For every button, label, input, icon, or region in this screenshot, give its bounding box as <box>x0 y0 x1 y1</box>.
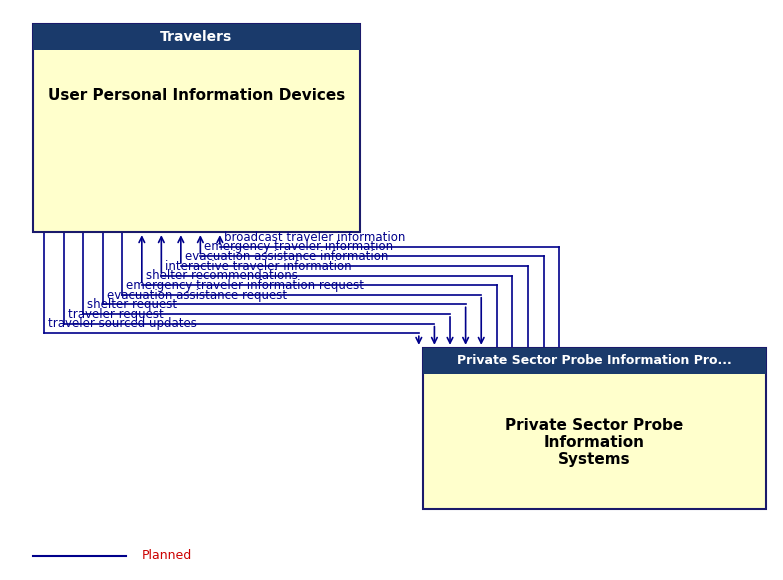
Text: traveler request: traveler request <box>67 308 164 321</box>
Text: Private Sector Probe Information Pro...: Private Sector Probe Information Pro... <box>457 354 732 367</box>
Text: evacuation assistance request: evacuation assistance request <box>106 288 287 302</box>
Text: emergency traveler information: emergency traveler information <box>204 241 393 253</box>
FancyBboxPatch shape <box>33 24 360 50</box>
Text: Travelers: Travelers <box>161 31 233 45</box>
Text: interactive traveler information: interactive traveler information <box>165 260 352 273</box>
FancyBboxPatch shape <box>33 24 360 232</box>
Text: evacuation assistance information: evacuation assistance information <box>185 250 388 263</box>
Text: shelter request: shelter request <box>87 298 177 311</box>
Text: Private Sector Probe
Information
Systems: Private Sector Probe Information Systems <box>505 418 684 467</box>
Text: broadcast traveler information: broadcast traveler information <box>224 231 405 244</box>
FancyBboxPatch shape <box>423 348 766 374</box>
Text: shelter recommendations: shelter recommendations <box>146 269 298 282</box>
Text: traveler sourced updates: traveler sourced updates <box>49 317 197 331</box>
Text: Planned: Planned <box>142 549 192 562</box>
FancyBboxPatch shape <box>423 348 766 509</box>
Text: emergency traveler information request: emergency traveler information request <box>126 279 364 292</box>
Text: User Personal Information Devices: User Personal Information Devices <box>48 88 345 103</box>
